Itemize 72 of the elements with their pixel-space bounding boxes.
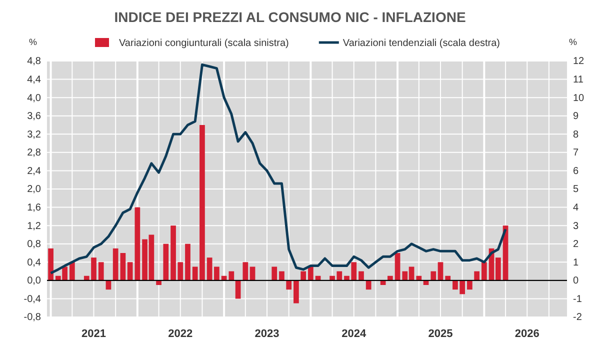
y-tick-label: 0,8 bbox=[27, 239, 42, 250]
y-tick-label: -0,8 bbox=[24, 312, 42, 324]
y2-tick-label: -1 bbox=[573, 294, 582, 305]
bar bbox=[156, 280, 162, 285]
y-axis-title: % bbox=[29, 37, 38, 47]
bar bbox=[69, 262, 75, 280]
y-tick-label: 3,6 bbox=[27, 111, 42, 122]
y-tick-label: 1,6 bbox=[27, 202, 42, 214]
x-tick-label: 2022 bbox=[168, 328, 193, 340]
y2-tick-label: 4 bbox=[573, 202, 579, 214]
bar bbox=[134, 207, 140, 280]
bar bbox=[279, 271, 284, 280]
y-tick-label: 3,2 bbox=[27, 129, 42, 140]
y-tick-label: -0,4 bbox=[24, 294, 42, 305]
bar bbox=[286, 280, 292, 290]
y2-tick-label: 8 bbox=[573, 129, 579, 140]
bar bbox=[445, 276, 451, 280]
x-tick-label: 2026 bbox=[514, 328, 540, 340]
bar bbox=[163, 244, 169, 280]
line-series bbox=[50, 63, 507, 274]
y2-tick-label: 12 bbox=[573, 56, 585, 68]
y2-tick-label: 9 bbox=[573, 111, 579, 122]
bar bbox=[366, 280, 372, 290]
y2-tick-label: 11 bbox=[573, 74, 584, 86]
y2-tick-label: 6 bbox=[573, 166, 579, 177]
x-tick-label: 2025 bbox=[428, 328, 453, 340]
y2-tick-label: -2 bbox=[573, 312, 582, 324]
bar bbox=[127, 262, 133, 280]
y2-tick-label: 7 bbox=[573, 148, 579, 159]
chart-title: INDICE DEI PREZZI AL CONSUMO NIC - INFLAZIONE bbox=[114, 9, 466, 25]
y-tick-label: 2,4 bbox=[27, 166, 42, 177]
bar bbox=[120, 253, 126, 280]
legend-label: Variazioni congiunturali (scala sinistra) bbox=[119, 38, 289, 49]
y2-tick-label: 2 bbox=[573, 239, 579, 250]
y2-tick-label: 0 bbox=[573, 276, 579, 287]
y-tick-label: 4,0 bbox=[27, 92, 42, 104]
bar bbox=[416, 276, 422, 280]
bar bbox=[394, 253, 400, 280]
bar bbox=[467, 280, 472, 290]
bar bbox=[300, 271, 306, 280]
bar bbox=[388, 276, 393, 280]
y2-tick-label: 3 bbox=[573, 220, 579, 232]
x-tick-label: 2024 bbox=[342, 328, 367, 340]
bar bbox=[474, 271, 480, 280]
bar bbox=[358, 271, 364, 280]
bar bbox=[185, 244, 190, 280]
x-tick-label: 2021 bbox=[82, 328, 106, 340]
y-tick-label: 2,8 bbox=[27, 148, 42, 159]
y-tick-label: 4,4 bbox=[27, 74, 42, 86]
y-tick-label: 1,2 bbox=[27, 220, 42, 232]
bar bbox=[438, 262, 444, 280]
bar bbox=[98, 262, 104, 280]
y-tick-label: 2,0 bbox=[27, 184, 42, 196]
bar bbox=[242, 262, 248, 280]
y-tick-label: 4,8 bbox=[27, 56, 42, 68]
bar bbox=[228, 271, 234, 280]
bar bbox=[294, 280, 299, 304]
legend-label: Variazioni tendenziali (scala destra) bbox=[342, 38, 500, 49]
y2-axis-title: % bbox=[569, 37, 578, 47]
bar bbox=[272, 266, 278, 280]
bar bbox=[112, 248, 118, 280]
x-tick-label: 2023 bbox=[254, 328, 280, 340]
y-tick-label: 0,4 bbox=[27, 257, 42, 268]
y2-tick-label: 5 bbox=[573, 184, 579, 196]
bar bbox=[250, 266, 256, 280]
bar bbox=[308, 266, 314, 280]
y2-tick-label: 1 bbox=[573, 257, 579, 268]
bar bbox=[430, 271, 436, 280]
bar bbox=[48, 248, 54, 280]
bar bbox=[481, 262, 487, 280]
y2-tick-label: 10 bbox=[573, 92, 585, 104]
y-tick-label: 0,0 bbox=[27, 276, 42, 287]
